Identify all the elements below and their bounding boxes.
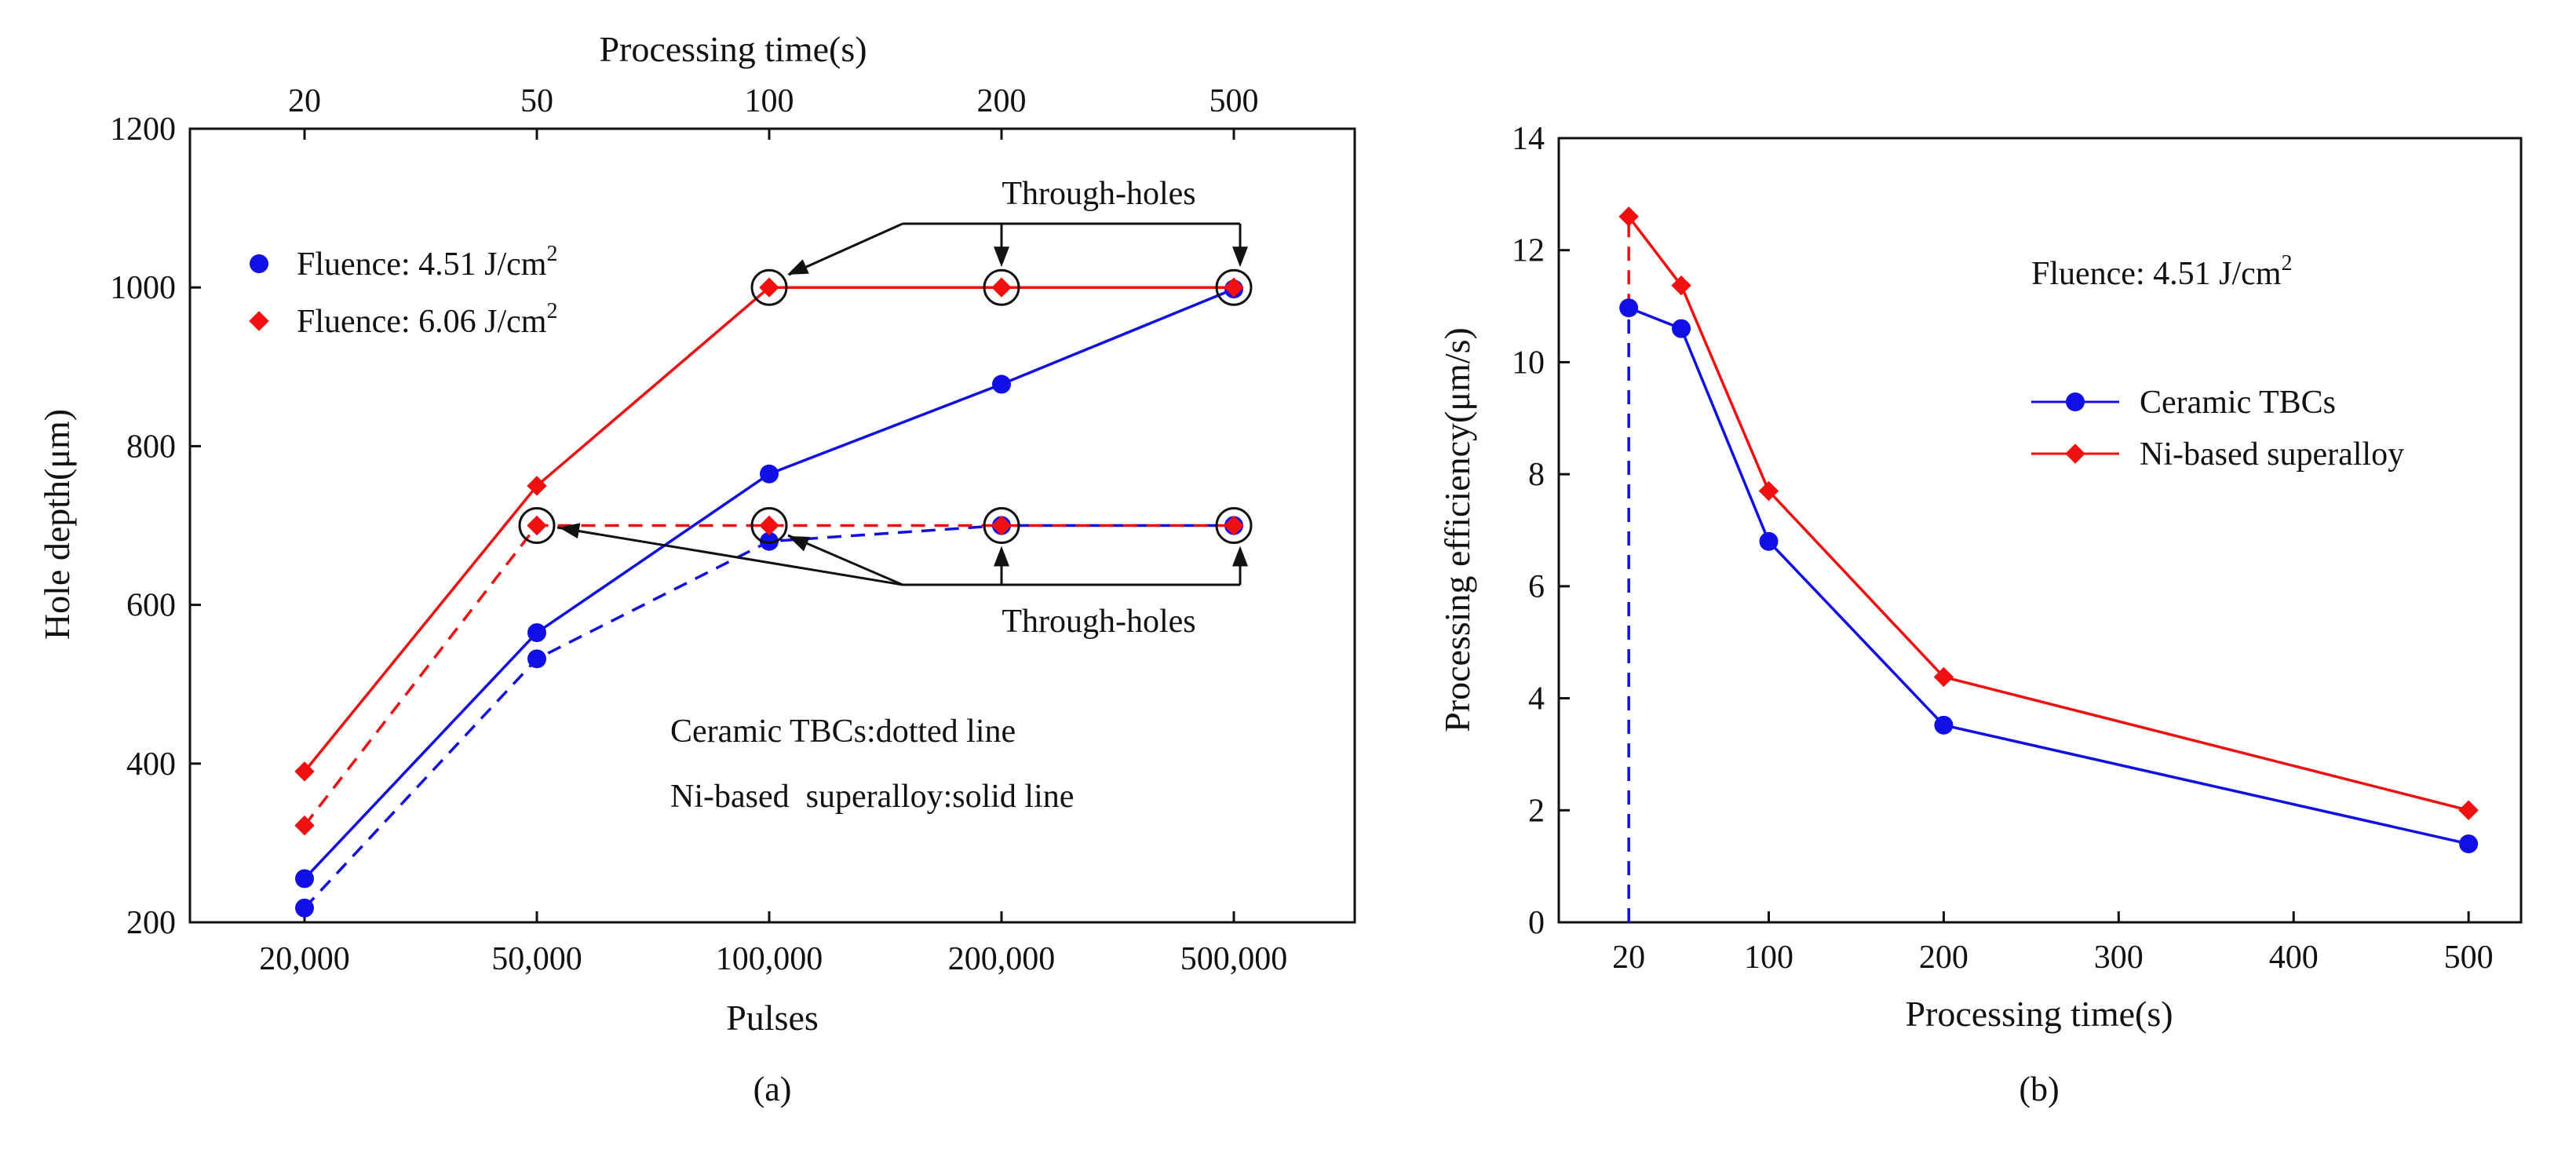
series-0-point bbox=[527, 622, 546, 642]
x-tick-label: 500,000 bbox=[1180, 941, 1288, 977]
chart-a-through-hole-arrows bbox=[556, 222, 1248, 586]
y-tick-label: 10 bbox=[1512, 345, 1545, 381]
y-tick-label: 800 bbox=[126, 429, 176, 465]
through-hole-circle bbox=[1215, 507, 1253, 544]
x-tick-label: 400 bbox=[2269, 940, 2319, 976]
chart-a-legend: Fluence: 4.51 J/cm2 Fluence: 6.06 J/cm2 bbox=[249, 242, 557, 340]
x-tick-label: 300 bbox=[2094, 940, 2144, 976]
series-1-point bbox=[760, 531, 779, 551]
series-1-point bbox=[295, 898, 314, 918]
chart-a-top-ticks: 20 50 100 200 500 bbox=[288, 83, 1259, 140]
chart-a-plot-frame bbox=[188, 127, 1356, 924]
note-ceramic-dotted: Ceramic TBCs:dotted line bbox=[670, 714, 1016, 750]
chart-b-x-ticks: 20 100 200 300 400 500 bbox=[1612, 911, 2494, 976]
y-tick-label: 200 bbox=[126, 905, 176, 941]
chart-a-x2-label: Processing time(s) bbox=[599, 29, 867, 69]
chart-a-through-hole-circles bbox=[518, 268, 1253, 544]
legend-label-fluence-451: Fluence: 4.51 J/cm2 bbox=[297, 242, 557, 283]
arrow-head-top-100k bbox=[787, 259, 809, 275]
series-0-point bbox=[1759, 531, 1779, 551]
series-1-point bbox=[527, 649, 546, 669]
arrow-head-bottom-100k bbox=[788, 536, 810, 552]
series-2-point bbox=[759, 277, 779, 297]
series-0-point bbox=[992, 374, 1011, 394]
arrow-head-bottom-50k bbox=[559, 523, 581, 539]
y-tick-label: 1200 bbox=[110, 111, 176, 148]
arrow-head-top-500k bbox=[1232, 246, 1248, 268]
arrow-line-bottom-50k bbox=[556, 526, 903, 586]
y-tick-label: 14 bbox=[1512, 121, 1545, 157]
arrow-head-bottom-200k bbox=[994, 546, 1009, 567]
legend-label-ceramic-tbcs: Ceramic TBCs bbox=[2140, 385, 2336, 421]
series-2-point bbox=[294, 761, 315, 782]
y-tick-label: 6 bbox=[1528, 569, 1545, 605]
x-tick-label: 20 bbox=[1612, 940, 1645, 976]
series-3-point bbox=[759, 515, 779, 536]
x-tick-label: 100 bbox=[1744, 940, 1793, 976]
legend-marker-ceramic-circle bbox=[2066, 392, 2085, 411]
series-line-3 bbox=[303, 524, 1234, 827]
arrow-head-top-200k bbox=[994, 246, 1009, 268]
through-hole-circle bbox=[983, 268, 1020, 306]
y-tick-label: 400 bbox=[126, 746, 176, 783]
y-tick-label: 0 bbox=[1528, 905, 1545, 941]
through-holes-label-top: Through-holes bbox=[1002, 176, 1195, 212]
chart-b-y-ticks: 0 2 4 6 8 10 12 14 bbox=[1512, 121, 1570, 941]
series-0-point bbox=[2459, 834, 2479, 854]
legend-marker-red-diamond bbox=[249, 311, 269, 331]
arrow-line-bottom-100k bbox=[787, 534, 903, 586]
x-tick-label: 500 bbox=[2444, 940, 2494, 976]
series-0-point bbox=[295, 869, 314, 889]
y-tick-label: 8 bbox=[1528, 457, 1545, 493]
through-hole-circle bbox=[983, 507, 1020, 544]
arrow-head-bottom-500k bbox=[1232, 546, 1248, 567]
top-tick-label: 200 bbox=[977, 83, 1027, 119]
chart-a-x-ticks: 20,000 50,000 100,000 200,000 500,000 bbox=[259, 911, 1287, 977]
through-hole-circle bbox=[518, 507, 556, 544]
through-hole-circle bbox=[750, 507, 788, 544]
legend-marker-blue-circle bbox=[250, 254, 268, 273]
note-superalloy-solid: Ni-based superalloy:solid line bbox=[670, 779, 1074, 815]
x-tick-label: 50,000 bbox=[491, 941, 582, 977]
series-0-point bbox=[1934, 715, 1954, 735]
x-tick-label: 20,000 bbox=[259, 941, 350, 977]
chart-a-y-ticks: 200 400 600 800 1000 1200 bbox=[110, 111, 201, 941]
through-hole-circle bbox=[750, 268, 788, 306]
through-hole-circle bbox=[1215, 268, 1253, 306]
series-0-point bbox=[1619, 298, 1639, 318]
y-tick-label: 600 bbox=[126, 588, 176, 624]
arrow-line-top-100k bbox=[788, 222, 903, 276]
legend-label-ni-superalloy: Ni-based superalloy bbox=[2140, 436, 2404, 473]
chart-a: 200 400 600 800 1000 1200 20,000 50,000 100,000… bbox=[37, 29, 1356, 1108]
x-tick-label: 200 bbox=[1919, 940, 1968, 976]
top-tick-label: 20 bbox=[288, 83, 321, 119]
chart-b: 0 2 4 6 8 10 12 14 20 100 200 300 400 500 Processing… bbox=[1437, 121, 2523, 1108]
chart-b-caption: (b) bbox=[2019, 1070, 2059, 1108]
series-2-point bbox=[527, 476, 547, 496]
y-tick-label: 1000 bbox=[110, 270, 176, 306]
top-tick-label: 500 bbox=[1210, 83, 1259, 119]
series-0-point bbox=[760, 464, 779, 484]
chart-b-y-label: Processing efficiency(μm/s) bbox=[1437, 327, 1477, 732]
chart-a-y-label: Hole depth(μm) bbox=[37, 409, 77, 640]
series-0-point bbox=[1672, 319, 1691, 338]
chart-b-plot-frame bbox=[1557, 137, 2523, 924]
x-tick-label: 100,000 bbox=[716, 941, 823, 977]
chart-a-series bbox=[294, 277, 1244, 918]
chart-a-x-label: Pulses bbox=[726, 998, 819, 1038]
top-tick-label: 100 bbox=[745, 83, 794, 119]
series-3-point bbox=[527, 515, 547, 536]
through-holes-label-bottom: Through-holes bbox=[1002, 604, 1195, 640]
y-tick-label: 2 bbox=[1528, 793, 1545, 829]
chart-b-x-label: Processing time(s) bbox=[1905, 994, 2173, 1034]
legend-label-fluence-606: Fluence: 6.06 J/cm2 bbox=[297, 299, 557, 340]
y-tick-label: 12 bbox=[1512, 233, 1545, 269]
chart-b-fluence-annotation: Fluence: 4.51 J/cm2 bbox=[2031, 251, 2292, 292]
y-tick-label: 4 bbox=[1528, 681, 1545, 717]
x-tick-label: 200,000 bbox=[948, 941, 1056, 977]
top-tick-label: 50 bbox=[520, 83, 553, 119]
chart-a-caption: (a) bbox=[753, 1070, 792, 1108]
